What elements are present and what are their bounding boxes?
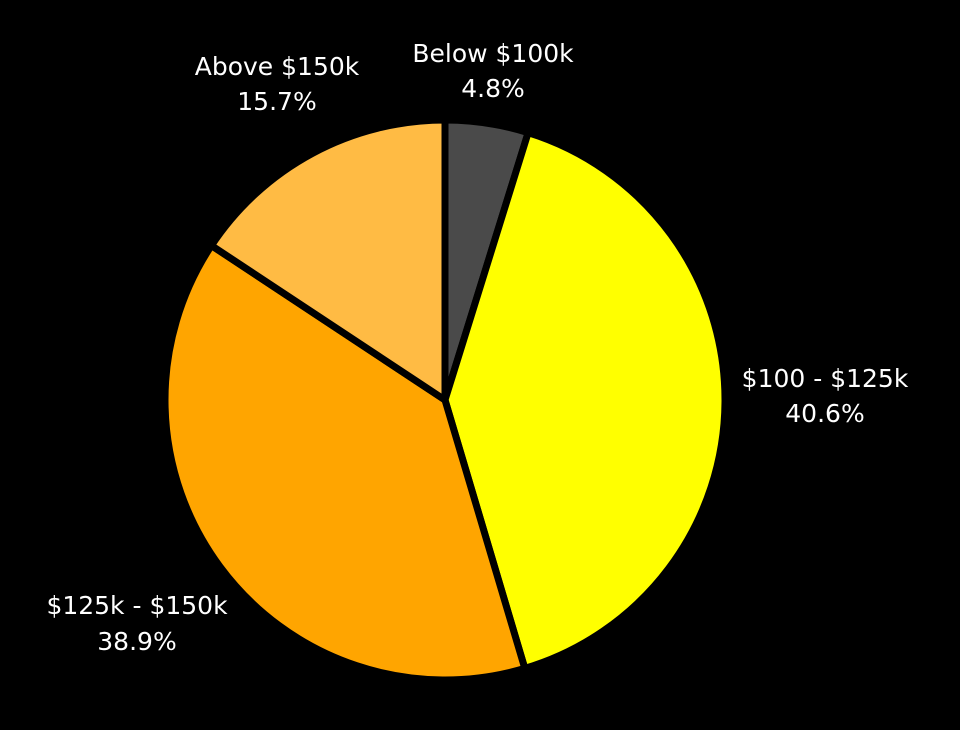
slice-label-1: $100 - $125k [742, 364, 909, 393]
slice-value-1: 40.6% [785, 399, 864, 428]
pie-slice-1 [441, 129, 729, 672]
slice-label-3: Above $150k [195, 52, 360, 81]
slice-label-2: $125k - $150k [46, 591, 228, 620]
pie-slice-2 [161, 242, 529, 684]
slice-value-3: 15.7% [237, 87, 316, 116]
slice-value-2: 38.9% [97, 627, 176, 656]
pie-slices [161, 116, 729, 684]
slice-value-0: 4.8% [461, 74, 525, 103]
pie-labels: Below $100k 4.8% $100 - $125k 40.6% $125k - … [46, 39, 908, 656]
pie-slice-3 [207, 116, 449, 404]
slice-label-0: Below $100k [412, 39, 574, 68]
